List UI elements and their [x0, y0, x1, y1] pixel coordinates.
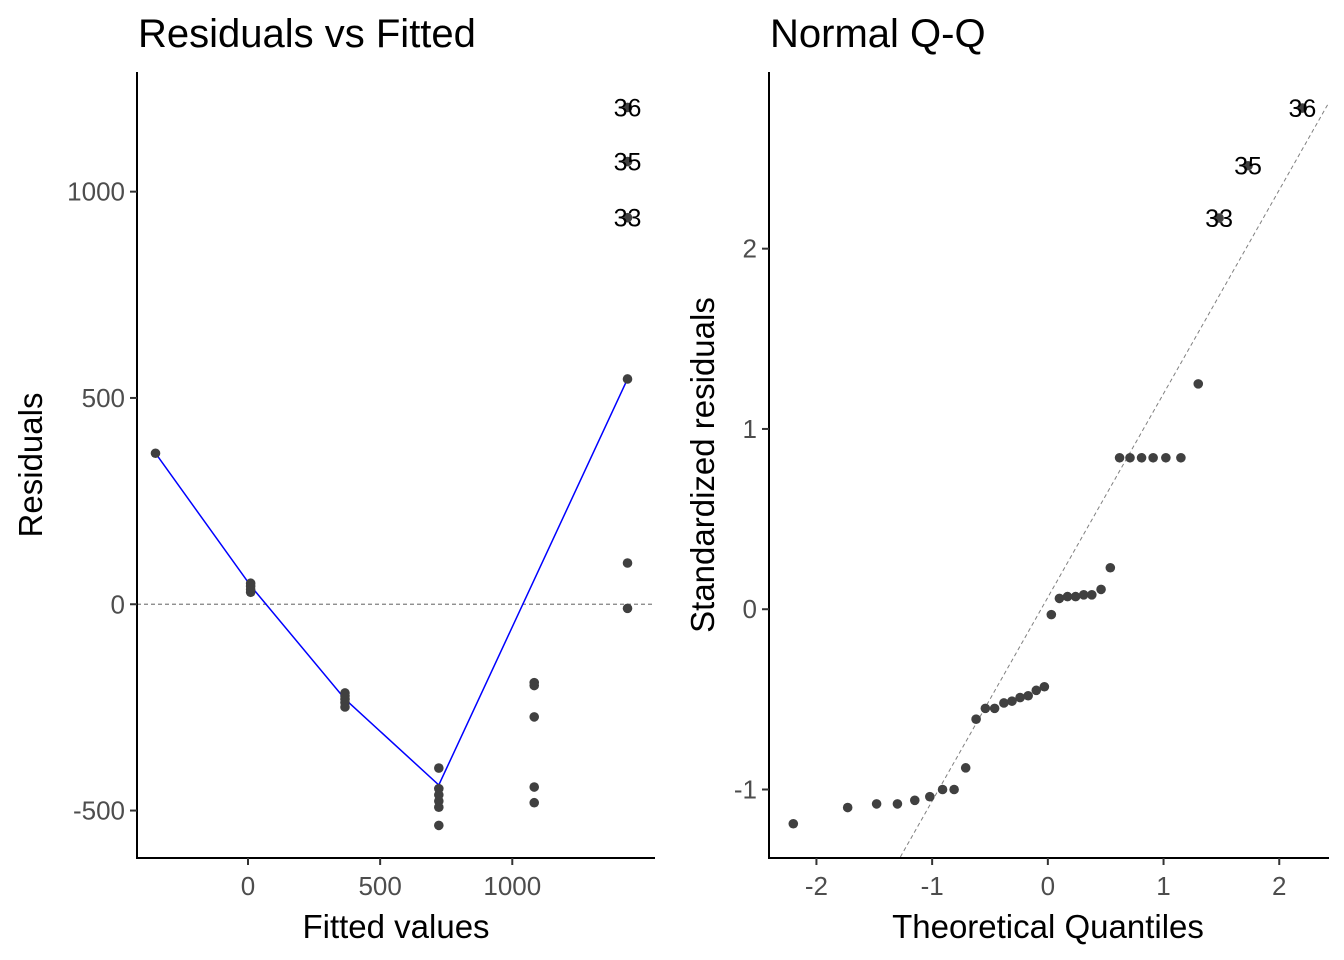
point-label: 33 — [614, 205, 642, 233]
point-label: 35 — [614, 149, 642, 177]
data-point — [949, 784, 959, 795]
x-axis-title: Theoretical Quantiles — [892, 908, 1204, 945]
data-point — [1031, 685, 1042, 696]
data-point — [529, 680, 540, 691]
y-tick-label: -500 — [73, 796, 125, 826]
data-point — [622, 558, 633, 568]
y-tick-label: 1 — [743, 414, 757, 444]
y-axis-title: Standardized residuals — [684, 297, 721, 633]
x-tick-label: 1 — [1156, 871, 1170, 901]
x-tick-label: -2 — [805, 871, 828, 901]
y-tick-label: 0 — [111, 589, 125, 619]
point-label: 36 — [614, 94, 642, 122]
data-point — [622, 603, 633, 614]
data-point — [622, 212, 633, 223]
data-point — [925, 791, 935, 802]
x-axis-title: Fitted values — [302, 908, 489, 945]
data-point — [434, 763, 444, 773]
data-point — [1114, 452, 1125, 463]
data-point — [980, 703, 991, 714]
normal-qq-panel: Normal Q-Q Theoretical Quantiles Standar… — [684, 12, 1329, 945]
data-point — [434, 820, 444, 831]
y-tick-label: 500 — [82, 383, 125, 413]
data-point — [1087, 589, 1097, 600]
data-point — [434, 802, 444, 813]
data-point — [1023, 690, 1033, 701]
data-point — [340, 702, 350, 712]
point-label: 35 — [1234, 153, 1262, 181]
data-point — [529, 782, 540, 792]
x-tick-label: 1000 — [483, 871, 541, 901]
point-label: 36 — [1288, 95, 1316, 123]
data-point — [989, 703, 1000, 714]
data-point — [1136, 452, 1147, 463]
data-point — [971, 714, 981, 724]
data-point — [1070, 591, 1081, 602]
data-point — [1161, 452, 1171, 463]
data-point — [622, 102, 633, 113]
data-point — [842, 802, 853, 813]
data-point — [937, 784, 948, 795]
qq-reference-line — [899, 102, 1329, 858]
chart-title: Residuals vs Fitted — [138, 12, 476, 56]
data-point — [1015, 692, 1025, 703]
y-tick-label: 2 — [743, 234, 757, 264]
data-point — [960, 763, 971, 773]
data-point — [1096, 584, 1106, 595]
data-point — [529, 797, 540, 808]
chart-title: Normal Q-Q — [770, 12, 986, 56]
data-point — [1176, 452, 1186, 463]
y-tick-label: -1 — [734, 774, 757, 804]
data-point — [892, 799, 903, 809]
x-tick-label: 2 — [1272, 871, 1286, 901]
data-point — [1039, 681, 1050, 692]
data-point — [871, 799, 882, 809]
point-label: 33 — [1205, 205, 1233, 233]
y-tick-label: 1000 — [67, 177, 125, 207]
data-point — [1243, 160, 1253, 171]
data-point — [1007, 696, 1017, 706]
data-point — [788, 818, 799, 829]
data-point — [1193, 379, 1204, 389]
x-tick-label: 500 — [358, 871, 401, 901]
data-point — [622, 156, 633, 167]
data-point — [1125, 452, 1135, 463]
data-point — [1046, 609, 1057, 620]
x-tick-label: 0 — [241, 871, 255, 901]
data-point — [150, 448, 161, 459]
smooth-line — [154, 378, 629, 787]
data-point — [1078, 589, 1089, 600]
data-point — [1105, 562, 1116, 573]
data-point — [245, 587, 256, 598]
data-point — [622, 374, 633, 384]
data-point — [529, 712, 540, 722]
data-point — [1297, 103, 1308, 113]
y-tick-label: 0 — [743, 594, 757, 624]
data-point — [1214, 213, 1224, 223]
data-point — [999, 698, 1009, 708]
data-point — [1062, 591, 1073, 602]
data-point — [1054, 593, 1065, 604]
x-tick-label: -1 — [921, 871, 944, 901]
y-axis-title: Residuals — [12, 393, 49, 538]
residuals-vs-fitted-panel: Residuals vs Fitted Fitted values Residu… — [12, 12, 655, 945]
data-point — [909, 795, 920, 806]
x-tick-label: 0 — [1041, 871, 1055, 901]
data-point — [1148, 452, 1158, 463]
